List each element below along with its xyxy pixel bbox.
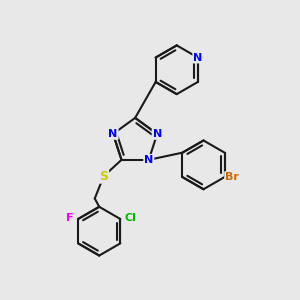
Text: S: S <box>99 170 108 183</box>
Text: F: F <box>66 212 74 223</box>
Text: Br: Br <box>225 172 239 182</box>
Text: N: N <box>193 52 203 63</box>
Text: N: N <box>144 155 153 165</box>
Text: N: N <box>109 129 118 139</box>
Text: Cl: Cl <box>125 212 137 223</box>
Text: N: N <box>153 129 162 139</box>
